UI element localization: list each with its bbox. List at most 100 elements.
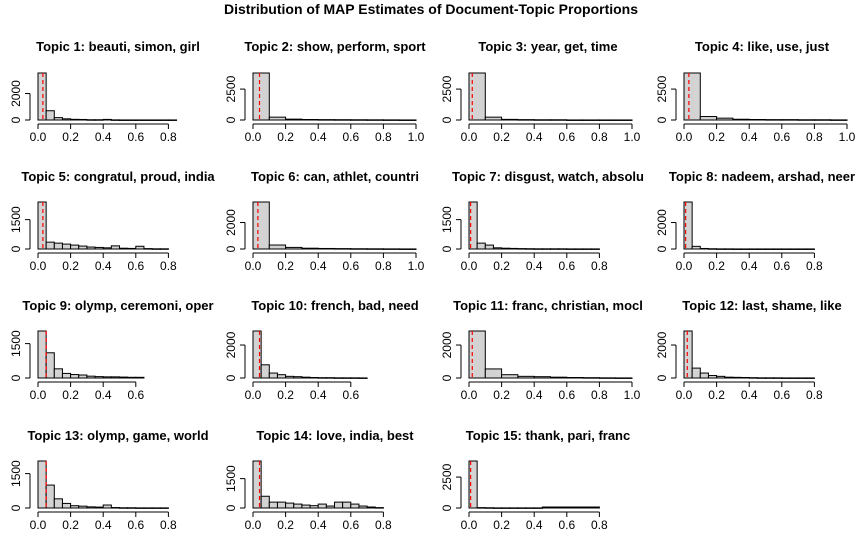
histogram-bar	[566, 119, 584, 121]
histogram-bar	[598, 377, 617, 379]
histogram-bar	[301, 119, 319, 121]
histogram-bar	[558, 506, 568, 509]
x-tick-label: 0.0	[461, 130, 478, 144]
histogram-bar	[517, 375, 535, 379]
histogram-bar	[501, 118, 519, 121]
panel-title: Topic 6: can, athlet, countri	[251, 169, 419, 184]
histogram-bar	[37, 72, 47, 121]
histogram-bar	[334, 377, 344, 379]
histogram-bar	[748, 119, 767, 121]
y-tick-label: 2000	[440, 331, 454, 358]
histogram-bar	[492, 507, 503, 509]
histogram-bar	[797, 248, 807, 250]
x-tick-label: 0.8	[375, 130, 392, 144]
y-tick-label: 1500	[224, 465, 238, 492]
histogram-bar	[151, 248, 161, 250]
panel-title: Topic 5: congratul, proud, india	[21, 169, 215, 184]
x-tick-label: 0.2	[708, 130, 725, 144]
y-tick-label: 0	[655, 116, 669, 123]
histogram-bar	[53, 498, 63, 509]
histogram-bar	[748, 248, 758, 250]
histogram-bar	[252, 72, 270, 121]
histogram-bar	[252, 460, 262, 509]
y-tick-label: 2000	[655, 331, 669, 358]
histogram-bar	[325, 505, 336, 509]
histogram-panel-2: Topic 2: show, perform, sport 0.0 0.2 0.4 0.…	[224, 39, 426, 144]
histogram-bar	[789, 377, 799, 379]
y-tick-label: 2500	[440, 75, 454, 102]
histogram-bar	[797, 119, 815, 121]
histogram-bar	[740, 377, 750, 379]
histogram-bar	[293, 376, 303, 379]
x-tick-label: 0.4	[526, 130, 543, 144]
histogram-bar	[533, 507, 543, 509]
x-tick-label: 0.4	[95, 518, 112, 532]
histogram-bar	[143, 119, 153, 121]
histogram-bar	[566, 248, 576, 250]
histogram-bar	[707, 375, 718, 379]
histogram-bar	[683, 72, 701, 121]
histogram-bar	[317, 377, 327, 379]
x-tick-label: 0.2	[277, 259, 294, 273]
x-tick-label: 0.2	[493, 130, 510, 144]
x-tick-label: 0.2	[708, 259, 725, 273]
histogram-bar	[127, 376, 137, 379]
histogram-bar	[732, 248, 742, 250]
x-tick-label: 0.2	[277, 518, 294, 532]
histogram-bar	[78, 118, 88, 121]
histogram-bar	[167, 119, 178, 121]
y-tick-label: 0	[440, 116, 454, 123]
x-tick-label: 0.6	[342, 518, 359, 532]
panel-title: Topic 4: like, use, just	[695, 39, 830, 54]
histogram-bar	[691, 245, 701, 250]
y-tick-label: 2000	[224, 209, 238, 236]
histogram-bar	[781, 248, 791, 250]
x-tick-label: 0.4	[95, 388, 112, 402]
x-tick-label: 0.0	[30, 259, 47, 273]
x-tick-label: 0.0	[461, 388, 478, 402]
histogram-bar	[86, 246, 96, 250]
x-tick-label: 0.0	[245, 259, 262, 273]
histogram-panel-3: Topic 3: year, get, time 0.0 0.2 0.4 0.6 0.8 1…	[440, 39, 641, 144]
histogram-bar	[590, 506, 600, 509]
x-tick-label: 0.4	[526, 518, 543, 532]
y-tick-label: 0	[224, 504, 238, 511]
histogram-bar	[748, 377, 758, 379]
histogram-panel-1: Topic 1: beauti, simon, girl 0.0 0.2 0.4 0.6…	[9, 39, 200, 144]
histogram-bar	[94, 506, 104, 509]
histogram-bar	[366, 506, 376, 509]
y-tick-label: 0	[9, 504, 23, 511]
histogram-bar	[61, 372, 72, 379]
histogram-bar	[159, 248, 169, 250]
histogram-bar	[476, 507, 486, 509]
x-tick-label: 0.2	[277, 130, 294, 144]
x-tick-label: 1.0	[624, 388, 641, 402]
x-tick-label: 0.8	[375, 518, 392, 532]
y-tick-label: 2500	[655, 75, 669, 102]
histogram-bar	[484, 368, 503, 379]
histogram-bar	[260, 364, 270, 379]
y-tick-label: 1500	[9, 330, 23, 357]
x-tick-label: 0.6	[773, 388, 790, 402]
x-tick-label: 0.4	[526, 259, 543, 273]
histogram-panel-7: Topic 7: disgust, watch, absolu 0.0 0.2 0.4…	[440, 169, 644, 273]
histogram-bar	[317, 503, 327, 509]
histogram-bar	[550, 119, 568, 121]
panel-title: Topic 7: disgust, watch, absolu	[452, 169, 644, 184]
histogram-bar	[699, 372, 709, 379]
histogram-bar	[566, 377, 584, 379]
histogram-bar	[45, 241, 55, 250]
histogram-bar	[550, 506, 560, 509]
histogram-bar	[119, 507, 129, 509]
histogram-bar	[484, 507, 494, 509]
panel-title: Topic 15: thank, pari, franc	[466, 428, 630, 443]
y-tick-label: 0	[440, 245, 454, 252]
y-tick-label: 0	[655, 245, 669, 252]
histogram-bar	[276, 501, 287, 509]
histogram-bar	[127, 507, 137, 509]
x-tick-label: 0.2	[62, 130, 79, 144]
histogram-bar	[37, 201, 47, 250]
histogram-bar	[135, 245, 145, 250]
x-tick-label: 0.4	[95, 259, 112, 273]
histogram-bar	[517, 248, 527, 250]
